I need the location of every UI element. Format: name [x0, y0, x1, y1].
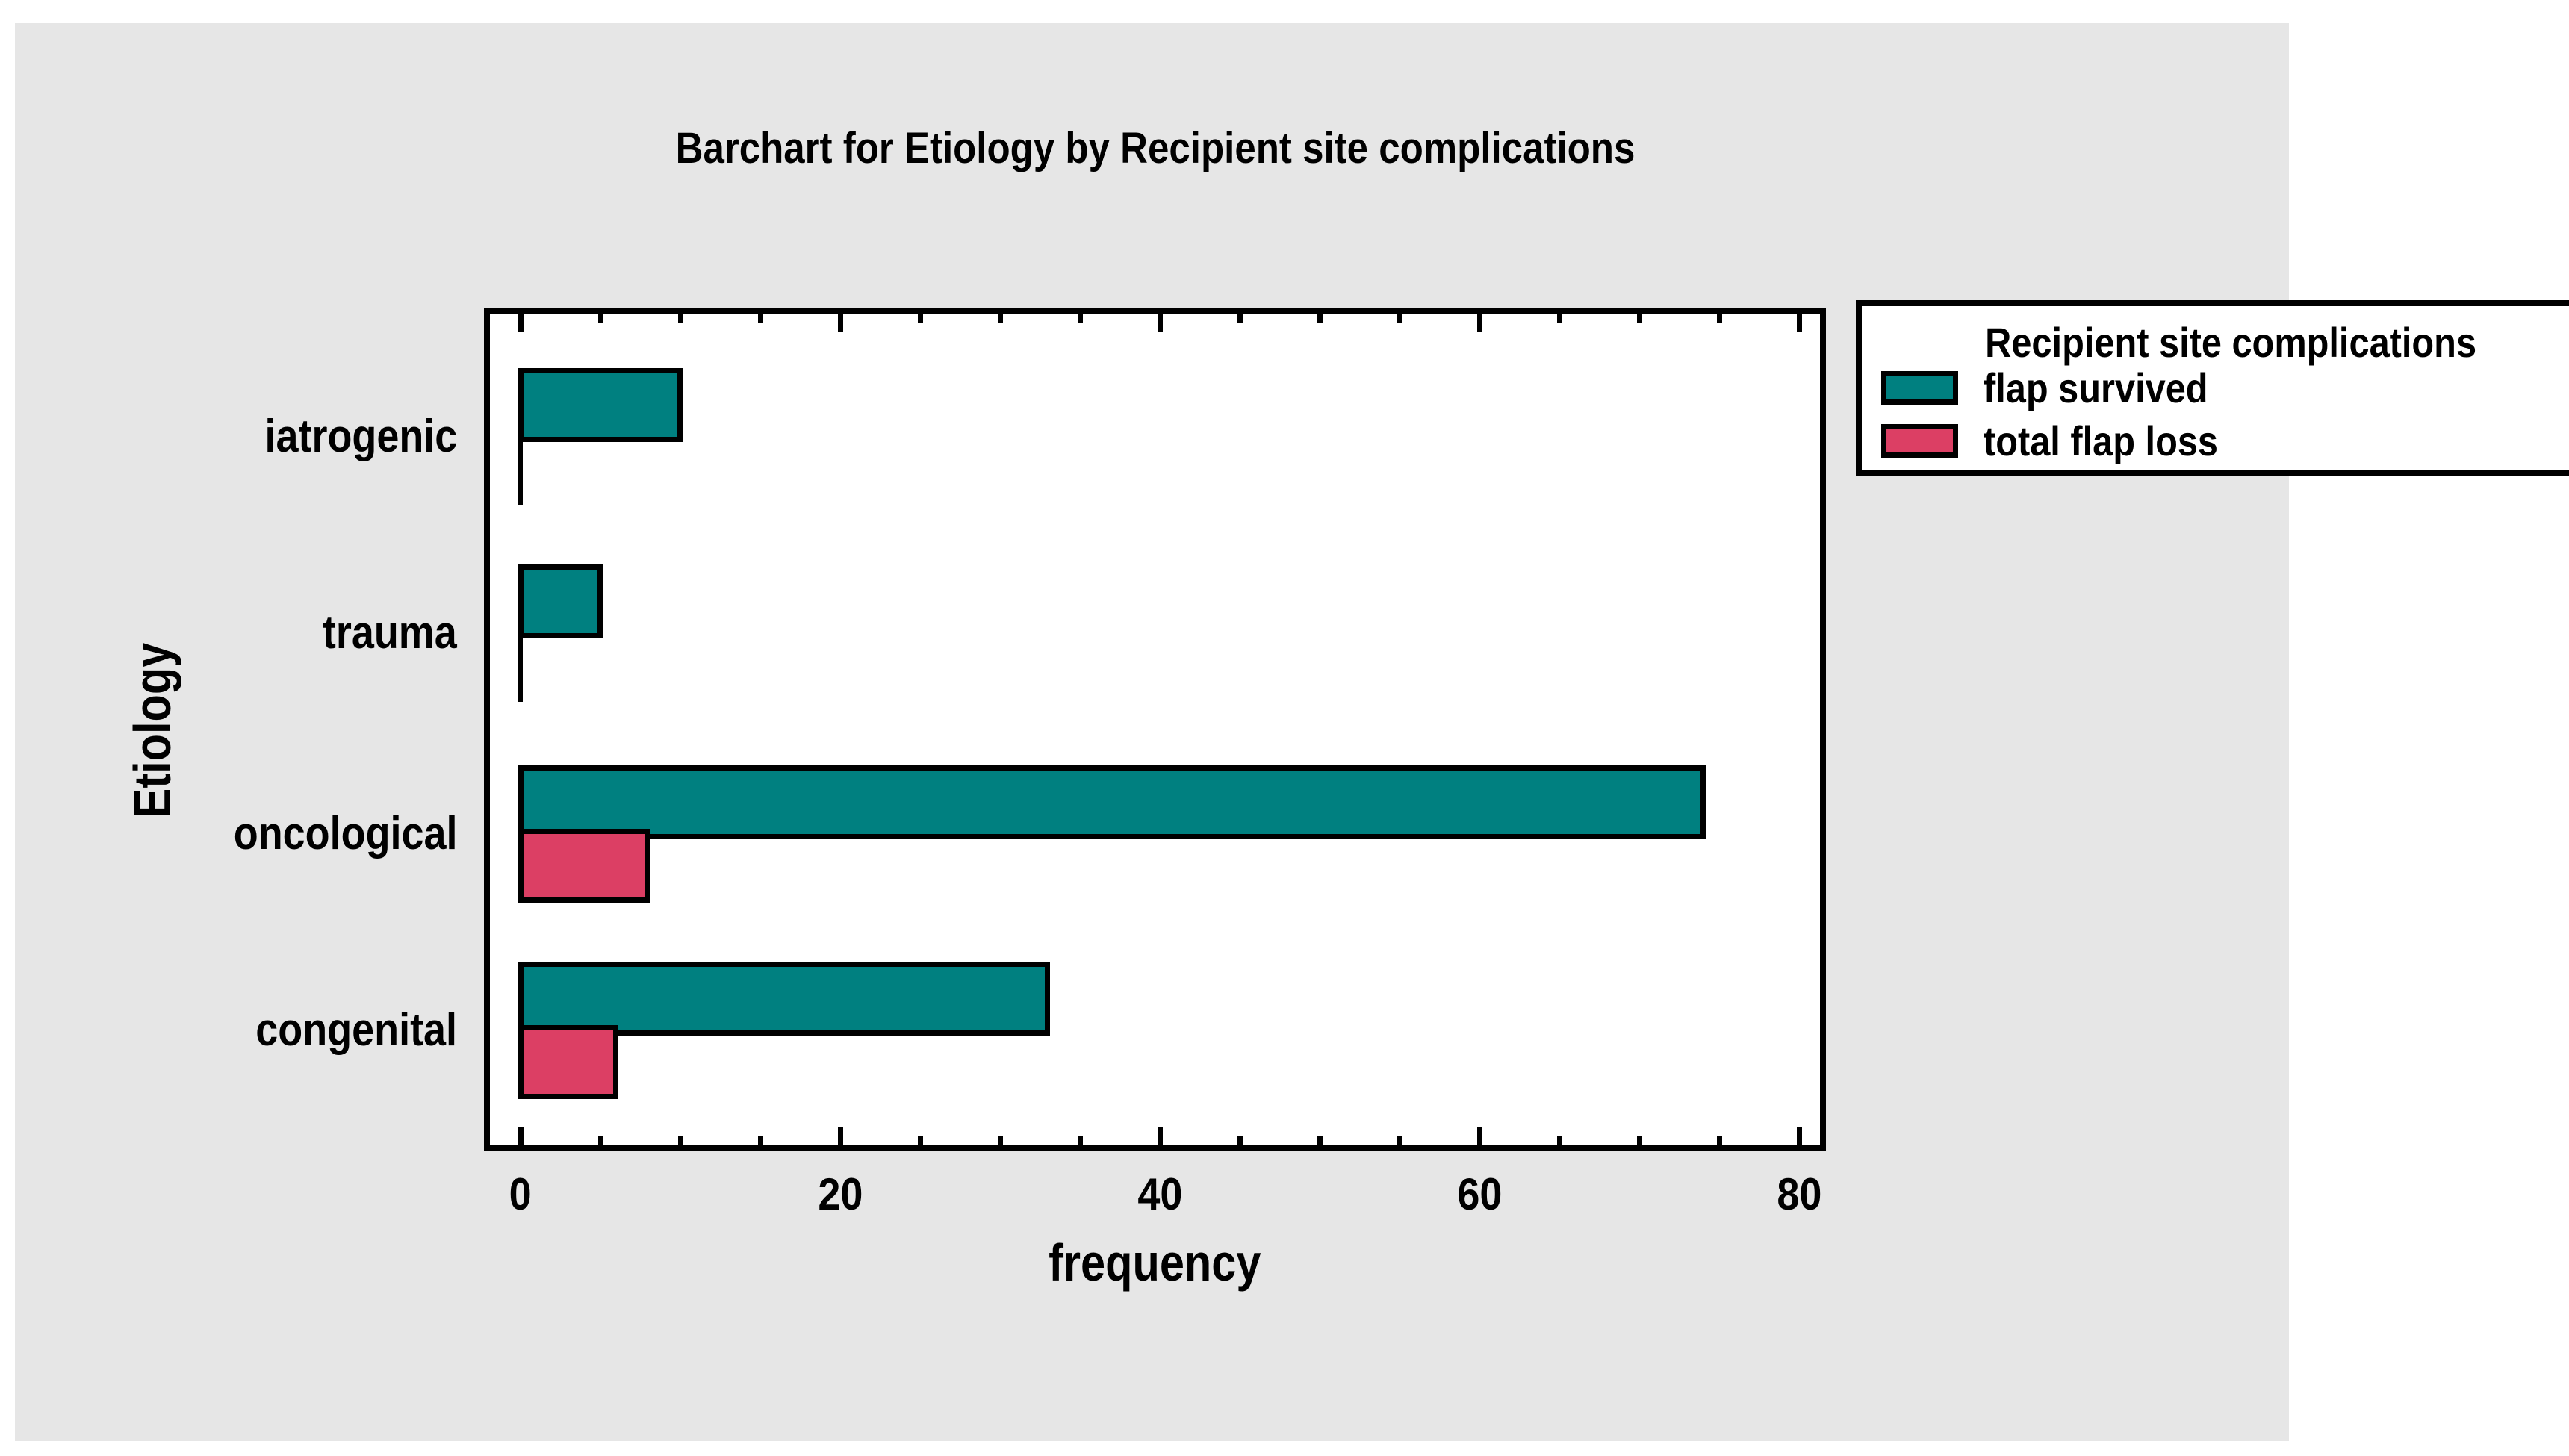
x-tick-major — [1477, 1127, 1482, 1145]
x-tick-minor — [1557, 314, 1562, 323]
bar-oncological-flap survived — [518, 765, 1706, 839]
y-axis-title-text: Etiology — [123, 642, 181, 818]
x-tick-minor — [1317, 314, 1323, 323]
category-label-trauma: trauma — [323, 607, 457, 659]
x-tick-minor — [1237, 314, 1243, 323]
x-tick-major — [1797, 314, 1802, 332]
x-tick-major — [1158, 1127, 1163, 1145]
x-tick-label: 80 — [1776, 1169, 1822, 1219]
x-tick-minor — [1397, 314, 1402, 323]
x-tick-label: 20 — [817, 1169, 863, 1219]
bar-iatrogenic-total flap loss-zero — [518, 437, 523, 505]
category-label-congenital: congenital — [255, 1004, 457, 1056]
x-tick-minor — [1637, 314, 1642, 323]
x-tick-minor — [918, 314, 923, 323]
x-tick-major — [518, 1127, 524, 1145]
x-tick-label: 0 — [509, 1169, 532, 1219]
x-tick-minor — [1078, 314, 1083, 323]
x-tick-major — [1158, 314, 1163, 332]
x-tick-minor — [1717, 1136, 1722, 1145]
chart-title: Barchart for Etiology by Recipient site … — [484, 122, 1826, 175]
x-tick-minor — [758, 314, 763, 323]
x-tick-minor — [1637, 1136, 1642, 1145]
x-tick-minor — [678, 314, 683, 323]
bar-trauma-flap survived — [518, 564, 603, 638]
legend-swatch-flap-survived — [1881, 371, 1958, 405]
x-tick-minor — [998, 1136, 1003, 1145]
x-tick-minor — [758, 1136, 763, 1145]
x-axis-title-text: frequency — [1049, 1233, 1261, 1292]
x-tick-minor — [598, 1136, 603, 1145]
bar-congenital-flap survived — [518, 962, 1050, 1036]
x-tick-label: 40 — [1137, 1169, 1183, 1219]
chart-title-text: Barchart for Etiology by Recipient site … — [675, 124, 1635, 172]
x-tick-minor — [998, 314, 1003, 323]
x-tick-major — [838, 314, 843, 332]
bar-trauma-total flap loss-zero — [518, 633, 523, 702]
x-tick-minor — [1717, 314, 1722, 323]
x-tick-minor — [598, 314, 603, 323]
x-tick-minor — [1557, 1136, 1562, 1145]
legend-title: Recipient site complications — [1862, 318, 2569, 367]
bar-oncological-total flap loss — [518, 829, 650, 903]
x-tick-minor — [1397, 1136, 1402, 1145]
bar-congenital-total flap loss — [518, 1025, 618, 1099]
x-tick-minor — [918, 1136, 923, 1145]
y-axis-title: Etiology — [119, 508, 186, 953]
x-tick-minor — [1078, 1136, 1083, 1145]
legend-swatch-total-flap-loss — [1881, 424, 1958, 458]
legend-label-flap-survived: flap survived — [1984, 364, 2208, 411]
legend-box: Recipient site complications flap surviv… — [1856, 300, 2569, 476]
x-tick-major — [1477, 314, 1482, 332]
x-tick-minor — [1317, 1136, 1323, 1145]
legend-title-text: Recipient site complications — [1985, 319, 2477, 366]
category-label-iatrogenic: iatrogenic — [264, 411, 457, 462]
category-label-oncological: oncological — [233, 808, 457, 859]
x-tick-major — [518, 314, 524, 332]
legend-label-total-flap-loss: total flap loss — [1984, 417, 2219, 464]
x-tick-label: 60 — [1456, 1169, 1503, 1219]
x-axis-title: frequency — [484, 1231, 1826, 1295]
bar-iatrogenic-flap survived — [518, 368, 683, 442]
x-tick-minor — [678, 1136, 683, 1145]
x-tick-major — [838, 1127, 843, 1145]
x-tick-minor — [1237, 1136, 1243, 1145]
x-tick-major — [1797, 1127, 1802, 1145]
